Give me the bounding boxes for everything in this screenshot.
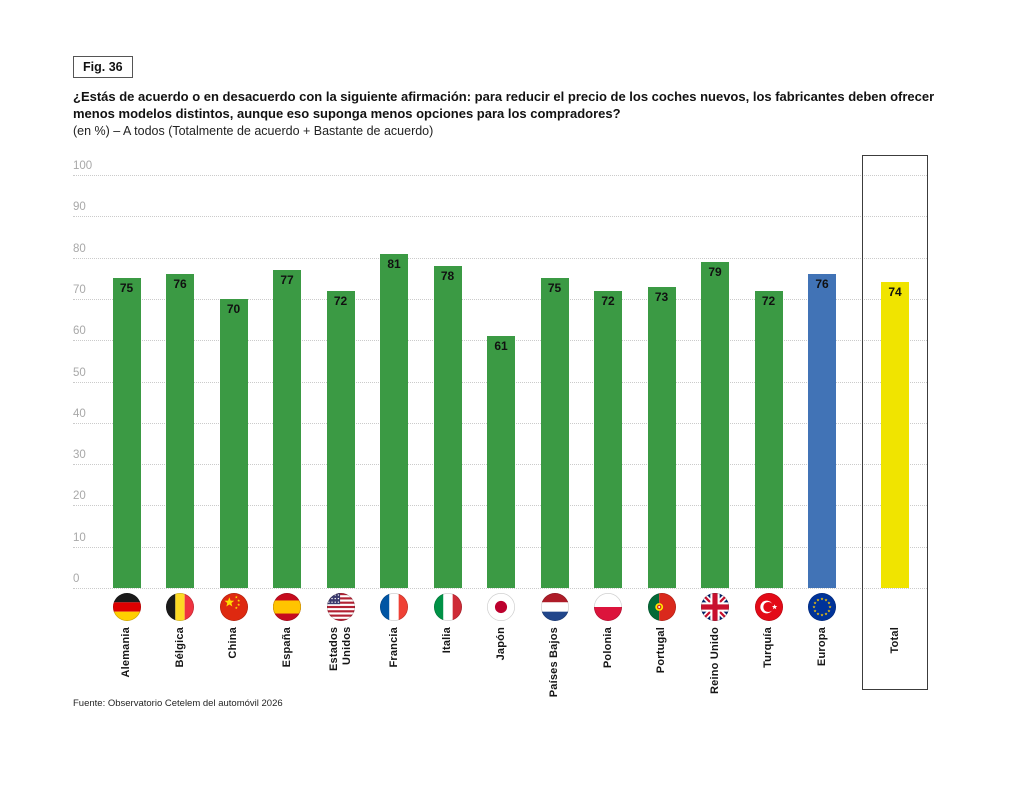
france-flag-icon — [379, 592, 409, 622]
bar-francia: 81 — [380, 253, 408, 588]
poland-flag-icon — [593, 592, 623, 622]
spain-flag-icon — [272, 592, 302, 622]
bar-japon: 61 — [487, 336, 515, 588]
bar-espana: 77 — [273, 270, 301, 588]
category-label: Portugal — [655, 627, 667, 674]
bar-value-label: 76 — [815, 277, 829, 292]
y-axis-tick-label: 10 — [73, 531, 86, 544]
gridline — [73, 175, 927, 176]
bar-reino-unido: 79 — [701, 261, 729, 588]
bar-china: 70 — [219, 298, 248, 588]
bar-value-label: 73 — [654, 289, 669, 304]
turkey-flag-icon — [754, 592, 783, 622]
bar-turquia: 72 — [754, 290, 783, 588]
category-label: Francia — [387, 627, 400, 668]
japan-flag-icon — [486, 592, 516, 622]
gridline — [73, 588, 927, 589]
chart-question-title: ¿Estás de acuerdo o en desacuerdo con la… — [73, 89, 935, 121]
source-note: Fuente: Observatorio Cetelem del automóv… — [73, 698, 283, 709]
bar-value-label: 70 — [226, 301, 241, 316]
y-axis-tick-label: 80 — [73, 242, 86, 255]
china-flag-icon — [219, 592, 248, 622]
bar-estados-unidos: 72 — [326, 290, 355, 588]
netherlands-flag-icon — [540, 592, 569, 622]
bar-value-label: 75 — [547, 281, 562, 296]
category-label: España — [280, 627, 293, 668]
y-axis-tick-label: 90 — [73, 201, 86, 214]
category-label: Turquía — [762, 627, 774, 668]
bar-polonia: 72 — [594, 290, 622, 588]
germany-flag-icon — [112, 592, 141, 622]
uk-flag-icon — [700, 592, 730, 622]
bar-value-label: 72 — [761, 293, 776, 308]
y-axis-tick-label: 100 — [73, 160, 93, 172]
gridline — [73, 298, 927, 300]
category-label: Estados Unidos — [327, 627, 353, 672]
bar-italia: 78 — [433, 265, 462, 588]
y-axis-tick-label: 60 — [73, 325, 86, 338]
category-label: China — [227, 627, 239, 659]
bar-belgica: 76 — [166, 274, 194, 588]
y-axis-tick-label: 20 — [73, 490, 86, 503]
usa-flag-icon — [326, 592, 355, 622]
gridline — [73, 257, 927, 259]
bar-value-label: 77 — [280, 273, 294, 287]
bar-value-label: 61 — [494, 339, 508, 354]
gridline — [73, 216, 927, 218]
portugal-flag-icon — [647, 592, 676, 622]
italy-flag-icon — [433, 592, 462, 622]
category-label: Japón — [494, 627, 507, 661]
bar-europa: 76 — [808, 274, 836, 588]
bar-value-label: 72 — [601, 293, 615, 308]
figure-number-badge: Fig. 36 — [73, 56, 133, 78]
y-axis-tick-label: 0 — [73, 573, 80, 585]
y-axis-tick-label: 30 — [73, 449, 86, 462]
category-label: Italia — [441, 627, 453, 654]
category-label: Polonia — [601, 627, 614, 669]
bar-value-label: 72 — [333, 293, 348, 308]
bar-portugal: 73 — [647, 286, 676, 588]
bar-value-label: 74 — [888, 285, 902, 300]
bar-value-label: 78 — [440, 268, 455, 283]
chart-subtitle: (en %) – A todos (Totalmente de acuerdo … — [73, 124, 434, 138]
category-label-slot: Total — [855, 627, 935, 712]
bar-paises-bajos: 75 — [540, 278, 569, 589]
total-highlight-box — [862, 155, 928, 690]
bar-value-label: 75 — [119, 281, 134, 296]
bar-value-label: 76 — [173, 277, 187, 292]
y-axis-tick-label: 50 — [73, 366, 86, 379]
bar-total: 74 — [881, 282, 909, 588]
bar-value-label: 81 — [387, 256, 401, 271]
category-label: Alemania — [120, 627, 132, 678]
category-label: Total — [888, 627, 901, 654]
y-axis-tick-label: 40 — [73, 407, 86, 420]
bar-alemania: 75 — [112, 278, 141, 589]
belgium-flag-icon — [165, 592, 195, 622]
category-label: Países Bajos — [548, 627, 560, 698]
category-label: Europa — [815, 627, 828, 667]
category-label: Reino Unido — [708, 627, 721, 694]
eu-flag-icon — [807, 592, 837, 622]
bar-value-label: 79 — [708, 264, 722, 279]
y-axis-tick-label: 70 — [73, 283, 86, 296]
category-label: Bélgica — [173, 627, 186, 668]
category-label-slot: Europa — [782, 627, 862, 712]
